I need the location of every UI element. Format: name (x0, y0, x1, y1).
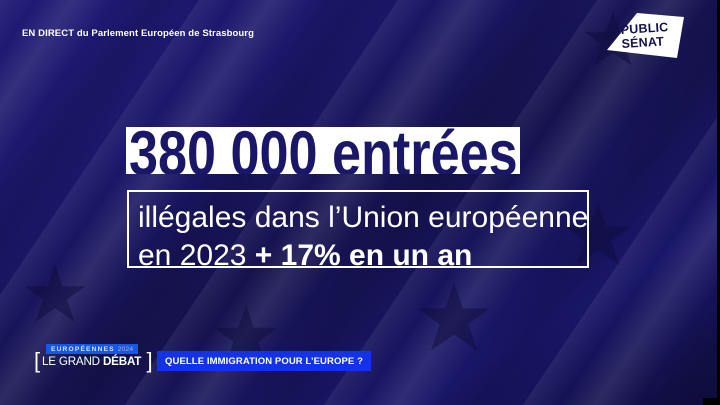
svg-text:SÉNAT: SÉNAT (621, 33, 664, 51)
